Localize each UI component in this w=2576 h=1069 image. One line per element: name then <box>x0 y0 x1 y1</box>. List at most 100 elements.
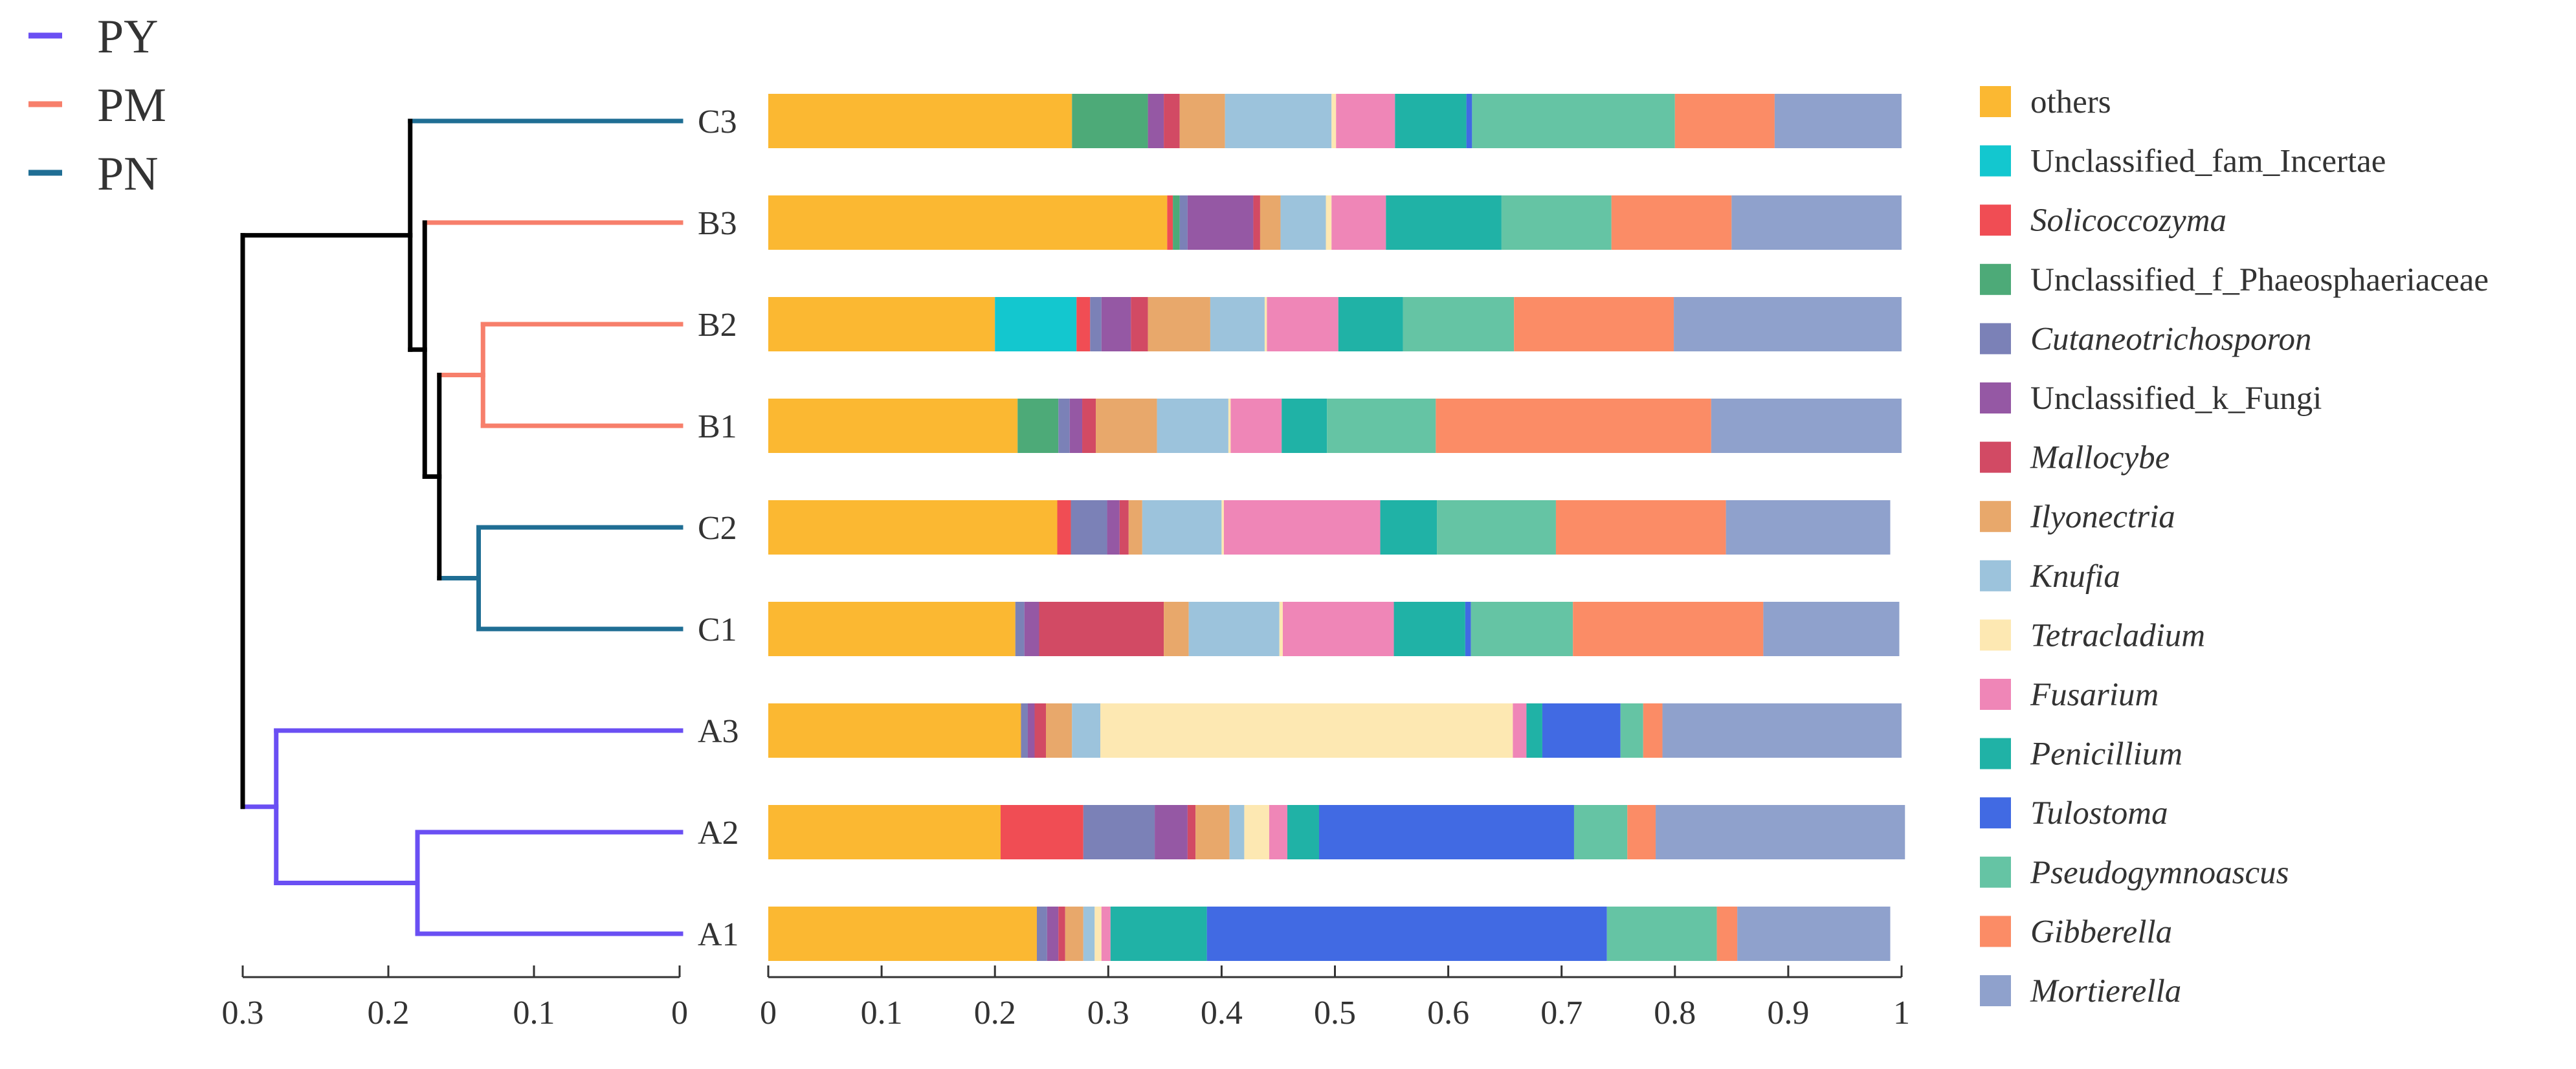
bar-segment-c2-pseudogymnoascus <box>1437 500 1556 555</box>
bar-segment-b2-cutaneotrichosporon <box>1090 297 1102 351</box>
bar-segment-b3-fusarium <box>1331 195 1386 250</box>
bar-segment-a3-tetracladium <box>1100 703 1513 758</box>
taxa-legend-swatch-solicoccozyma <box>1980 204 2011 236</box>
bar-segment-a1-tulostoma <box>1206 907 1607 961</box>
bar-segment-a1-mallocybe <box>1058 907 1065 961</box>
bar-segment-b1-mallocybe <box>1082 399 1096 453</box>
dendrogram-axis-tick-label: 0 <box>671 995 688 1031</box>
bar-segment-b2-unclassified-k-fungi <box>1101 297 1131 351</box>
bar-segment-b2-solicoccozyma <box>1076 297 1091 351</box>
dendrogram-axis: 0.3 0.2 0.1 0 <box>222 965 688 1031</box>
bar-segment-c1-mortierella <box>1763 602 1900 656</box>
taxa-legend-swatch-ilyonectria <box>1980 501 2011 533</box>
bar-segment-a3-tulostoma <box>1542 703 1621 758</box>
taxa-legend-label-others: others <box>2030 84 2111 120</box>
taxa-legend-swatch-tetracladium <box>1980 619 2011 651</box>
bar-segment-b1-unclassified-f-phaeosphaeriaceae <box>1017 399 1059 453</box>
bar-segment-c2-cutaneotrichosporon <box>1071 500 1107 555</box>
bar-axis-tick-label: 0.1 <box>861 995 903 1031</box>
bar-segment-a1-mortierella <box>1737 907 1891 961</box>
bar-segment-a3-fusarium <box>1513 703 1527 758</box>
bar-segment-b3-knufia <box>1280 195 1326 250</box>
bar-axis-tick-label: 0 <box>760 995 777 1031</box>
bar-segment-b2-mallocybe <box>1131 297 1148 351</box>
taxa-legend-swatch-mortierella <box>1980 975 2011 1006</box>
taxa-legend-label-penicillium: Penicillium <box>2030 736 2182 773</box>
stacked-bars <box>768 94 1905 961</box>
bar-segment-c3-tetracladium <box>1331 94 1337 148</box>
bar-axis-tick-label: 1 <box>1893 995 1910 1031</box>
bar-segment-a1-knufia <box>1083 907 1095 961</box>
bar-segment-c1-cutaneotrichosporon <box>1015 602 1025 656</box>
taxa-legend-swatch-unclassified-k-fungi <box>1980 382 2011 413</box>
bar-segment-a3-ilyonectria <box>1046 703 1072 758</box>
bar-axis: 0 0.1 0.2 0.3 0.4 0.5 0.6 0.7 0.8 0.9 1 <box>760 965 1910 1031</box>
bar-axis-tick-label: 0.8 <box>1654 995 1696 1031</box>
sample-label-c1: C1 <box>698 612 737 648</box>
taxa-legend-swatch-cutaneotrichosporon <box>1980 323 2011 355</box>
bar-segment-c2-unclassified-k-fungi <box>1107 500 1120 555</box>
bar-segment-a2-others <box>768 805 1001 859</box>
bar-segment-c2-solicoccozyma <box>1057 500 1071 555</box>
bar-segment-c1-fusarium <box>1282 602 1394 656</box>
bar-segment-b1-others <box>768 399 1018 453</box>
bar-segment-c2-others <box>768 500 1058 555</box>
bar-segment-b3-penicillium <box>1386 195 1502 250</box>
bar-segment-a3-cutaneotrichosporon <box>1021 703 1028 758</box>
bar-segment-b2-unclassified-fam-incertae <box>995 297 1077 351</box>
bar-segment-c3-knufia <box>1225 94 1332 148</box>
dendrogram-axis-tick-label: 0.1 <box>513 995 555 1031</box>
sample-label-a2: A2 <box>698 815 739 852</box>
bar-segment-c3-tulostoma <box>1466 94 1472 148</box>
bar-segment-b3-unclassified-k-fungi <box>1187 195 1254 250</box>
bar-segment-a1-tetracladium <box>1094 907 1102 961</box>
bar-segment-c1-tulostoma <box>1465 602 1471 656</box>
bar-segment-b2-pseudogymnoascus <box>1403 297 1515 351</box>
taxa-legend-label-unclassified-fam-incertae: Unclassified_fam_Incertae <box>2030 144 2386 180</box>
bar-segment-a3-others <box>768 703 1021 758</box>
bar-segment-b3-ilyonectria <box>1260 195 1281 250</box>
bar-segment-b2-others <box>768 297 995 351</box>
taxa-legend-label-tetracladium: Tetracladium <box>2030 617 2205 654</box>
bar-segment-a1-unclassified-k-fungi <box>1047 907 1059 961</box>
bar-axis-tick-label: 0.7 <box>1540 995 1582 1031</box>
group-legend-label-pm: PM <box>97 79 166 132</box>
group-legend-label-pn: PN <box>97 148 159 201</box>
bar-segment-c1-penicillium <box>1393 602 1465 656</box>
bar-segment-b2-ilyonectria <box>1148 297 1210 351</box>
bar-segment-a2-fusarium <box>1269 805 1287 859</box>
bar-axis-tick-label: 0.6 <box>1427 995 1469 1031</box>
sample-labels: C3 B3 B2 B1 C2 C1 A3 A2 A1 <box>698 104 739 953</box>
bar-segment-a1-others <box>768 907 1037 961</box>
bar-segment-b2-gibberella <box>1514 297 1674 351</box>
bar-segment-a3-pseudogymnoascus <box>1620 703 1643 758</box>
bar-segment-b1-cutaneotrichosporon <box>1058 399 1070 453</box>
bar-segment-b2-tetracladium <box>1264 297 1267 351</box>
taxa-legend-swatch-pseudogymnoascus <box>1980 856 2011 888</box>
bar-segment-b1-unclassified-k-fungi <box>1069 399 1083 453</box>
bar-segment-a1-pseudogymnoascus <box>1606 907 1717 961</box>
dendrogram <box>240 118 683 936</box>
bar-axis-tick-label: 0.4 <box>1201 995 1243 1031</box>
taxa-legend-swatch-knufia <box>1980 560 2011 591</box>
dendrogram-axis-tick-label: 0.2 <box>368 995 410 1031</box>
bar-segment-c2-mortierella <box>1726 500 1891 555</box>
taxa-legend-swatch-mallocybe <box>1980 441 2011 473</box>
bar-segment-c3-unclassified-f-phaeosphaeriaceae <box>1072 94 1148 148</box>
bar-segment-a2-tetracladium <box>1244 805 1269 859</box>
bar-segment-c3-penicillium <box>1395 94 1467 148</box>
bar-segment-c3-unclassified-k-fungi <box>1148 94 1164 148</box>
bar-segment-c2-ilyonectria <box>1128 500 1142 555</box>
bar-segment-b2-fusarium <box>1267 297 1338 351</box>
bar-segment-a2-gibberella <box>1627 805 1656 859</box>
bar-segment-a3-mortierella <box>1662 703 1902 758</box>
bar-segment-c1-gibberella <box>1573 602 1764 656</box>
bar-axis-tick-label: 0.3 <box>1087 995 1129 1031</box>
bar-segment-a2-penicillium <box>1287 805 1319 859</box>
bar-segment-c2-gibberella <box>1555 500 1726 555</box>
bar-segment-b1-gibberella <box>1436 399 1711 453</box>
bar-segment-b1-knufia <box>1157 399 1228 453</box>
bar-segment-a3-gibberella <box>1643 703 1663 758</box>
taxa-legend-label-gibberella: Gibberella <box>2030 914 2172 950</box>
bar-segment-a1-gibberella <box>1716 907 1738 961</box>
